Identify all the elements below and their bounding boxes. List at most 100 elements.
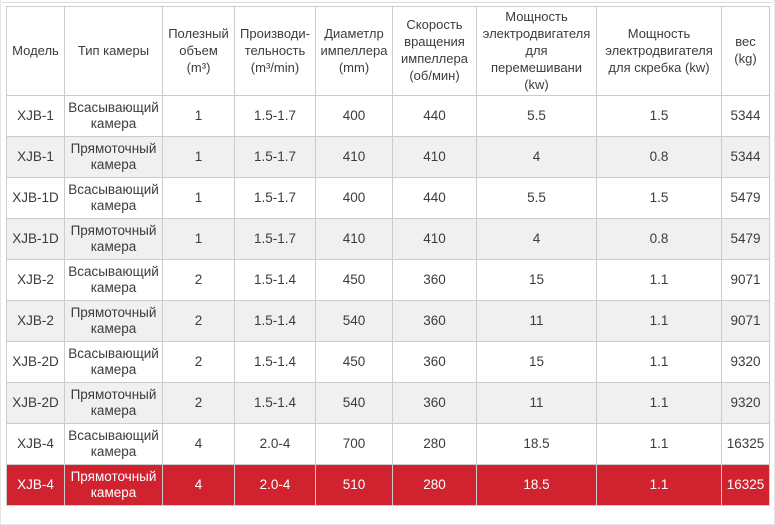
table-header: Модель Тип камеры Полезный объем (m³) Произ…: [6, 5, 770, 97]
column-header-impeller-diameter: Диаметлр импеллера (mm): [315, 5, 393, 97]
column-header-camera-type: Тип камеры: [64, 5, 163, 97]
cell-weight: 5344: [721, 95, 770, 138]
cell-capacity: 1.5-1.4: [234, 300, 316, 343]
table-row[interactable]: XJB-2D Прямоточный камера 2 1.5-1.4 540 360 11…: [6, 382, 770, 425]
table-row[interactable]: XJB-1D Прямоточный камера 1 1.5-1.7 410 410 4 0…: [6, 218, 770, 261]
cell-scraper-motor-power: 1.1: [596, 382, 722, 425]
cell-weight: 16325: [721, 423, 770, 466]
table-row-highlighted[interactable]: XJB-4 Прямоточный камера 4 2.0-4 510 280 18.5 1…: [6, 464, 770, 507]
cell-model: XJB-2D: [6, 382, 65, 425]
cell-weight: 5344: [721, 136, 770, 179]
specs-table: Модель Тип камеры Полезный объем (m³) Произ…: [6, 5, 770, 507]
column-header-model: Модель: [6, 5, 65, 97]
cell-weight: 9320: [721, 341, 770, 384]
cell-impeller-speed: 360: [392, 259, 477, 302]
cell-impeller-diameter: 510: [315, 464, 393, 507]
cell-camera-type: Всасывающий камера: [64, 177, 163, 220]
table-container: Модель Тип камеры Полезный объем (m³) Произ…: [6, 5, 770, 507]
cell-mixing-motor-power: 4: [476, 218, 597, 261]
cell-camera-type: Всасывающий камера: [64, 259, 163, 302]
table-body: XJB-1 Всасывающий камера 1 1.5-1.7 400 440 5.5…: [6, 95, 770, 507]
cell-capacity: 1.5-1.7: [234, 95, 316, 138]
column-header-scraper-motor-power: Мощность электродвигателя для скребка (k…: [596, 5, 722, 97]
cell-mixing-motor-power: 11: [476, 300, 597, 343]
cell-scraper-motor-power: 1.1: [596, 259, 722, 302]
cell-weight: 5479: [721, 177, 770, 220]
cell-model: XJB-2: [6, 259, 65, 302]
cell-model: XJB-1D: [6, 218, 65, 261]
cell-model: XJB-4: [6, 423, 65, 466]
cell-model: XJB-4: [6, 464, 65, 507]
cell-impeller-diameter: 700: [315, 423, 393, 466]
cell-impeller-diameter: 410: [315, 136, 393, 179]
cell-model: XJB-2: [6, 300, 65, 343]
cell-model: XJB-1: [6, 95, 65, 138]
cell-weight: 16325: [721, 464, 770, 507]
cell-scraper-motor-power: 0.8: [596, 218, 722, 261]
cell-capacity: 1.5-1.7: [234, 136, 316, 179]
cell-mixing-motor-power: 15: [476, 341, 597, 384]
cell-impeller-diameter: 400: [315, 95, 393, 138]
cell-capacity: 1.5-1.7: [234, 177, 316, 220]
cell-impeller-diameter: 540: [315, 382, 393, 425]
cell-camera-type: Всасывающий камера: [64, 95, 163, 138]
cell-impeller-speed: 440: [392, 95, 477, 138]
cell-useful-volume: 1: [162, 177, 235, 220]
cell-mixing-motor-power: 5.5: [476, 177, 597, 220]
cell-weight: 5479: [721, 218, 770, 261]
table-row[interactable]: XJB-1 Прямоточный камера 1 1.5-1.7 410 410 4 0.…: [6, 136, 770, 179]
cell-impeller-diameter: 540: [315, 300, 393, 343]
cell-camera-type: Прямоточный камера: [64, 218, 163, 261]
cell-scraper-motor-power: 1.5: [596, 95, 722, 138]
cell-camera-type: Прямоточный камера: [64, 300, 163, 343]
cell-mixing-motor-power: 18.5: [476, 464, 597, 507]
cell-impeller-speed: 360: [392, 341, 477, 384]
cell-capacity: 1.5-1.4: [234, 341, 316, 384]
table-row[interactable]: XJB-4 Всасывающий камера 4 2.0-4 700 280 18.5 1…: [6, 423, 770, 466]
cell-scraper-motor-power: 0.8: [596, 136, 722, 179]
cell-useful-volume: 2: [162, 341, 235, 384]
cell-capacity: 1.5-1.7: [234, 218, 316, 261]
column-header-impeller-speed: Скорость вращения импеллера (об/мин): [392, 5, 477, 97]
cell-impeller-speed: 360: [392, 382, 477, 425]
cell-scraper-motor-power: 1.1: [596, 423, 722, 466]
cell-useful-volume: 2: [162, 300, 235, 343]
table-row[interactable]: XJB-2 Всасывающий камера 2 1.5-1.4 450 360 15 1…: [6, 259, 770, 302]
cell-capacity: 1.5-1.4: [234, 259, 316, 302]
cell-capacity: 1.5-1.4: [234, 382, 316, 425]
top-edge-divider: [2, 0, 773, 3]
table-row[interactable]: XJB-2D Всасывающий камера 2 1.5-1.4 450 360 15…: [6, 341, 770, 384]
cell-scraper-motor-power: 1.1: [596, 464, 722, 507]
cell-impeller-speed: 410: [392, 218, 477, 261]
cell-camera-type: Прямоточный камера: [64, 382, 163, 425]
table-row[interactable]: XJB-1 Всасывающий камера 1 1.5-1.7 400 440 5.5…: [6, 95, 770, 138]
cell-impeller-diameter: 410: [315, 218, 393, 261]
header-row: Модель Тип камеры Полезный объем (m³) Произ…: [6, 5, 770, 97]
cell-model: XJB-1D: [6, 177, 65, 220]
cell-impeller-diameter: 450: [315, 341, 393, 384]
cell-mixing-motor-power: 15: [476, 259, 597, 302]
cell-mixing-motor-power: 5.5: [476, 95, 597, 138]
cell-useful-volume: 4: [162, 423, 235, 466]
cell-useful-volume: 1: [162, 95, 235, 138]
column-header-useful-volume: Полезный объем (m³): [162, 5, 235, 97]
cell-weight: 9071: [721, 259, 770, 302]
cell-impeller-speed: 440: [392, 177, 477, 220]
table-row[interactable]: XJB-1D Всасывающий камера 1 1.5-1.7 400 440 5.…: [6, 177, 770, 220]
cell-model: XJB-2D: [6, 341, 65, 384]
cell-useful-volume: 1: [162, 136, 235, 179]
cell-impeller-diameter: 400: [315, 177, 393, 220]
cell-useful-volume: 2: [162, 259, 235, 302]
cell-model: XJB-1: [6, 136, 65, 179]
cell-camera-type: Прямоточный камера: [64, 464, 163, 507]
cell-camera-type: Всасывающий камера: [64, 341, 163, 384]
cell-weight: 9071: [721, 300, 770, 343]
table-row[interactable]: XJB-2 Прямоточный камера 2 1.5-1.4 540 360 11 1…: [6, 300, 770, 343]
cell-impeller-speed: 280: [392, 464, 477, 507]
cell-impeller-speed: 410: [392, 136, 477, 179]
cell-useful-volume: 1: [162, 218, 235, 261]
cell-mixing-motor-power: 4: [476, 136, 597, 179]
cell-impeller-speed: 280: [392, 423, 477, 466]
column-header-capacity: Производи-тельность (m³/min): [234, 5, 316, 97]
cell-mixing-motor-power: 18.5: [476, 423, 597, 466]
